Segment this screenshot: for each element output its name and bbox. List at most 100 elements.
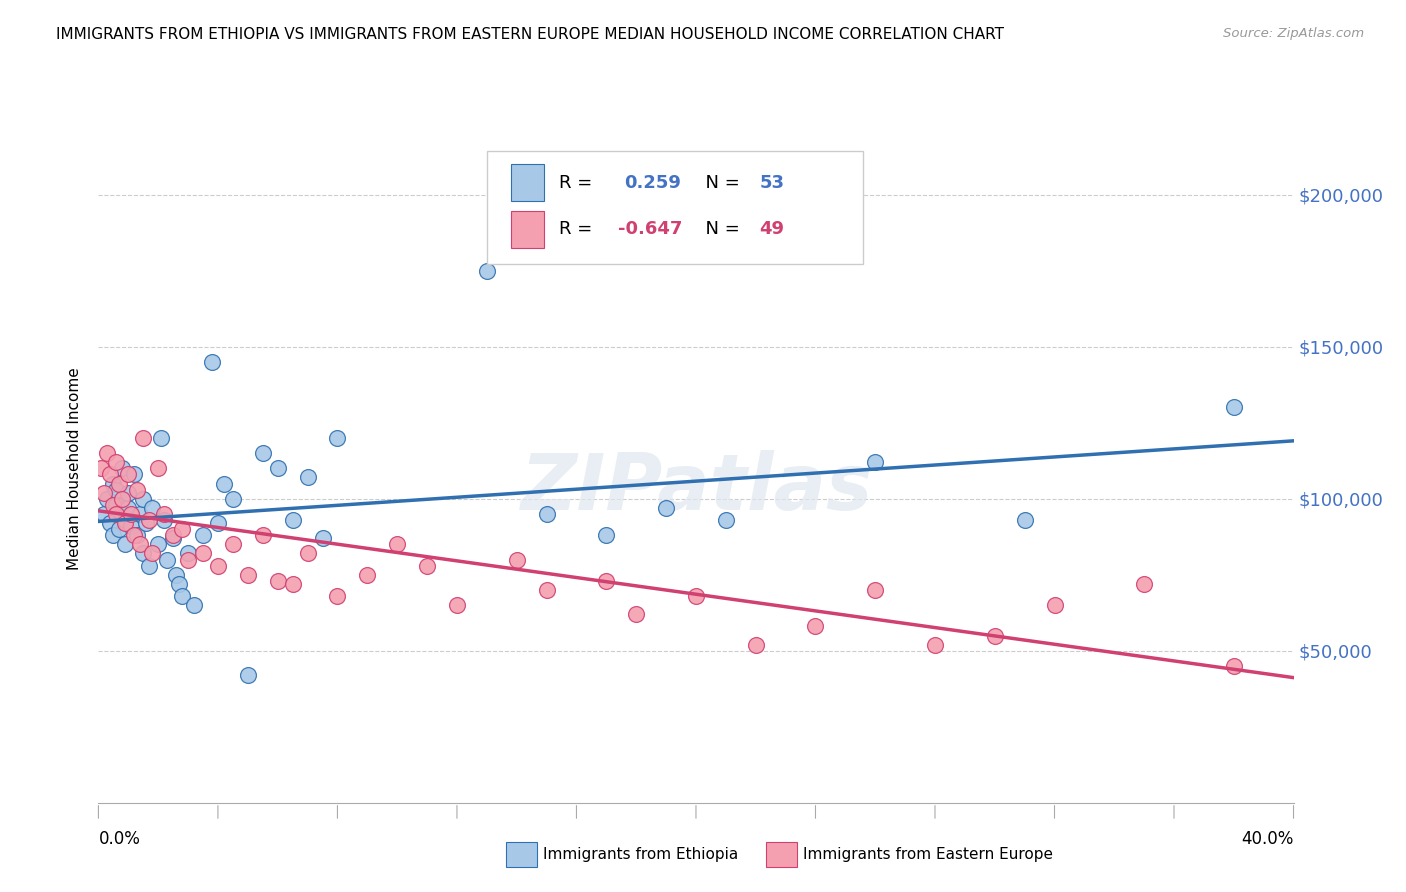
Point [804,619,827,633]
Point [93,507,115,521]
Point [108,476,131,491]
Point [141,546,163,560]
Point [103,498,125,512]
Point [165,567,187,582]
Point [153,507,176,521]
Point [105,507,128,521]
Point [103,528,125,542]
Point [714,513,737,527]
Point [90,461,112,475]
Text: 53: 53 [759,174,785,192]
Y-axis label: Median Household Income: Median Household Income [67,367,83,570]
Point [191,528,214,542]
Point [177,552,200,566]
Point [156,552,179,566]
Point [865,455,887,469]
Point [595,528,617,542]
Point [326,431,349,445]
Point [124,467,146,482]
Point [117,500,139,515]
Point [96,491,118,506]
Point [236,567,259,582]
Point [148,461,170,475]
Text: 0.0%: 0.0% [98,830,141,847]
Point [96,446,118,460]
Text: 40.0%: 40.0% [1241,830,1294,847]
Point [114,537,136,551]
Text: IMMIGRANTS FROM ETHIOPIA VS IMMIGRANTS FROM EASTERN EUROPE MEDIAN HOUSEHOLD INCO: IMMIGRANTS FROM ETHIOPIA VS IMMIGRANTS F… [56,27,1004,42]
Point [281,577,304,591]
Point [222,537,245,551]
Point [141,500,163,515]
Point [120,519,142,533]
Point [685,589,707,603]
Point [655,500,678,515]
Point [281,513,304,527]
Point [536,582,558,597]
Point [297,470,319,484]
Point [105,455,128,469]
Point [135,516,157,530]
Point [207,558,229,573]
FancyBboxPatch shape [486,151,863,264]
Bar [510,164,544,201]
Point [865,582,887,597]
Point [252,446,274,460]
Point [167,577,190,591]
Point [105,483,128,497]
Point [267,461,290,475]
Text: ZIPatlas: ZIPatlas [520,450,872,526]
Point [177,546,200,560]
Text: Immigrants from Eastern Europe: Immigrants from Eastern Europe [803,847,1053,862]
Point [356,567,378,582]
Point [207,516,229,530]
Point [924,638,946,652]
Point [1014,513,1036,527]
Point [212,476,235,491]
Point [201,355,224,369]
Point [162,531,184,545]
Point [111,491,134,506]
Point [267,574,290,588]
Text: N =: N = [693,220,745,238]
Text: N =: N = [693,174,745,192]
Point [117,485,139,500]
Point [105,498,128,512]
Point [108,522,131,536]
Point [127,528,149,542]
Point [236,668,259,682]
Point [117,467,139,482]
Point [183,598,205,612]
Point [93,485,115,500]
Text: 0.259: 0.259 [624,174,681,192]
Point [191,546,214,560]
Point [595,574,617,588]
Point [150,431,173,445]
Point [100,516,122,530]
Point [252,528,274,542]
Bar [510,211,544,248]
Point [311,531,333,545]
Point [103,476,125,491]
Text: -0.647: -0.647 [619,220,683,238]
Point [475,263,498,277]
Point [127,483,149,497]
Point [222,491,245,506]
Point [132,491,155,506]
Point [626,607,648,622]
Point [124,528,146,542]
Point [129,537,152,551]
Point [416,558,439,573]
Point [100,467,122,482]
Point [132,546,155,560]
Point [111,461,134,475]
Point [114,516,136,530]
Point [120,507,142,521]
Text: R =: R = [558,220,598,238]
Point [138,558,160,573]
Point [446,598,468,612]
Point [745,638,768,652]
Point [132,431,155,445]
Point [326,589,349,603]
Point [1223,401,1246,415]
